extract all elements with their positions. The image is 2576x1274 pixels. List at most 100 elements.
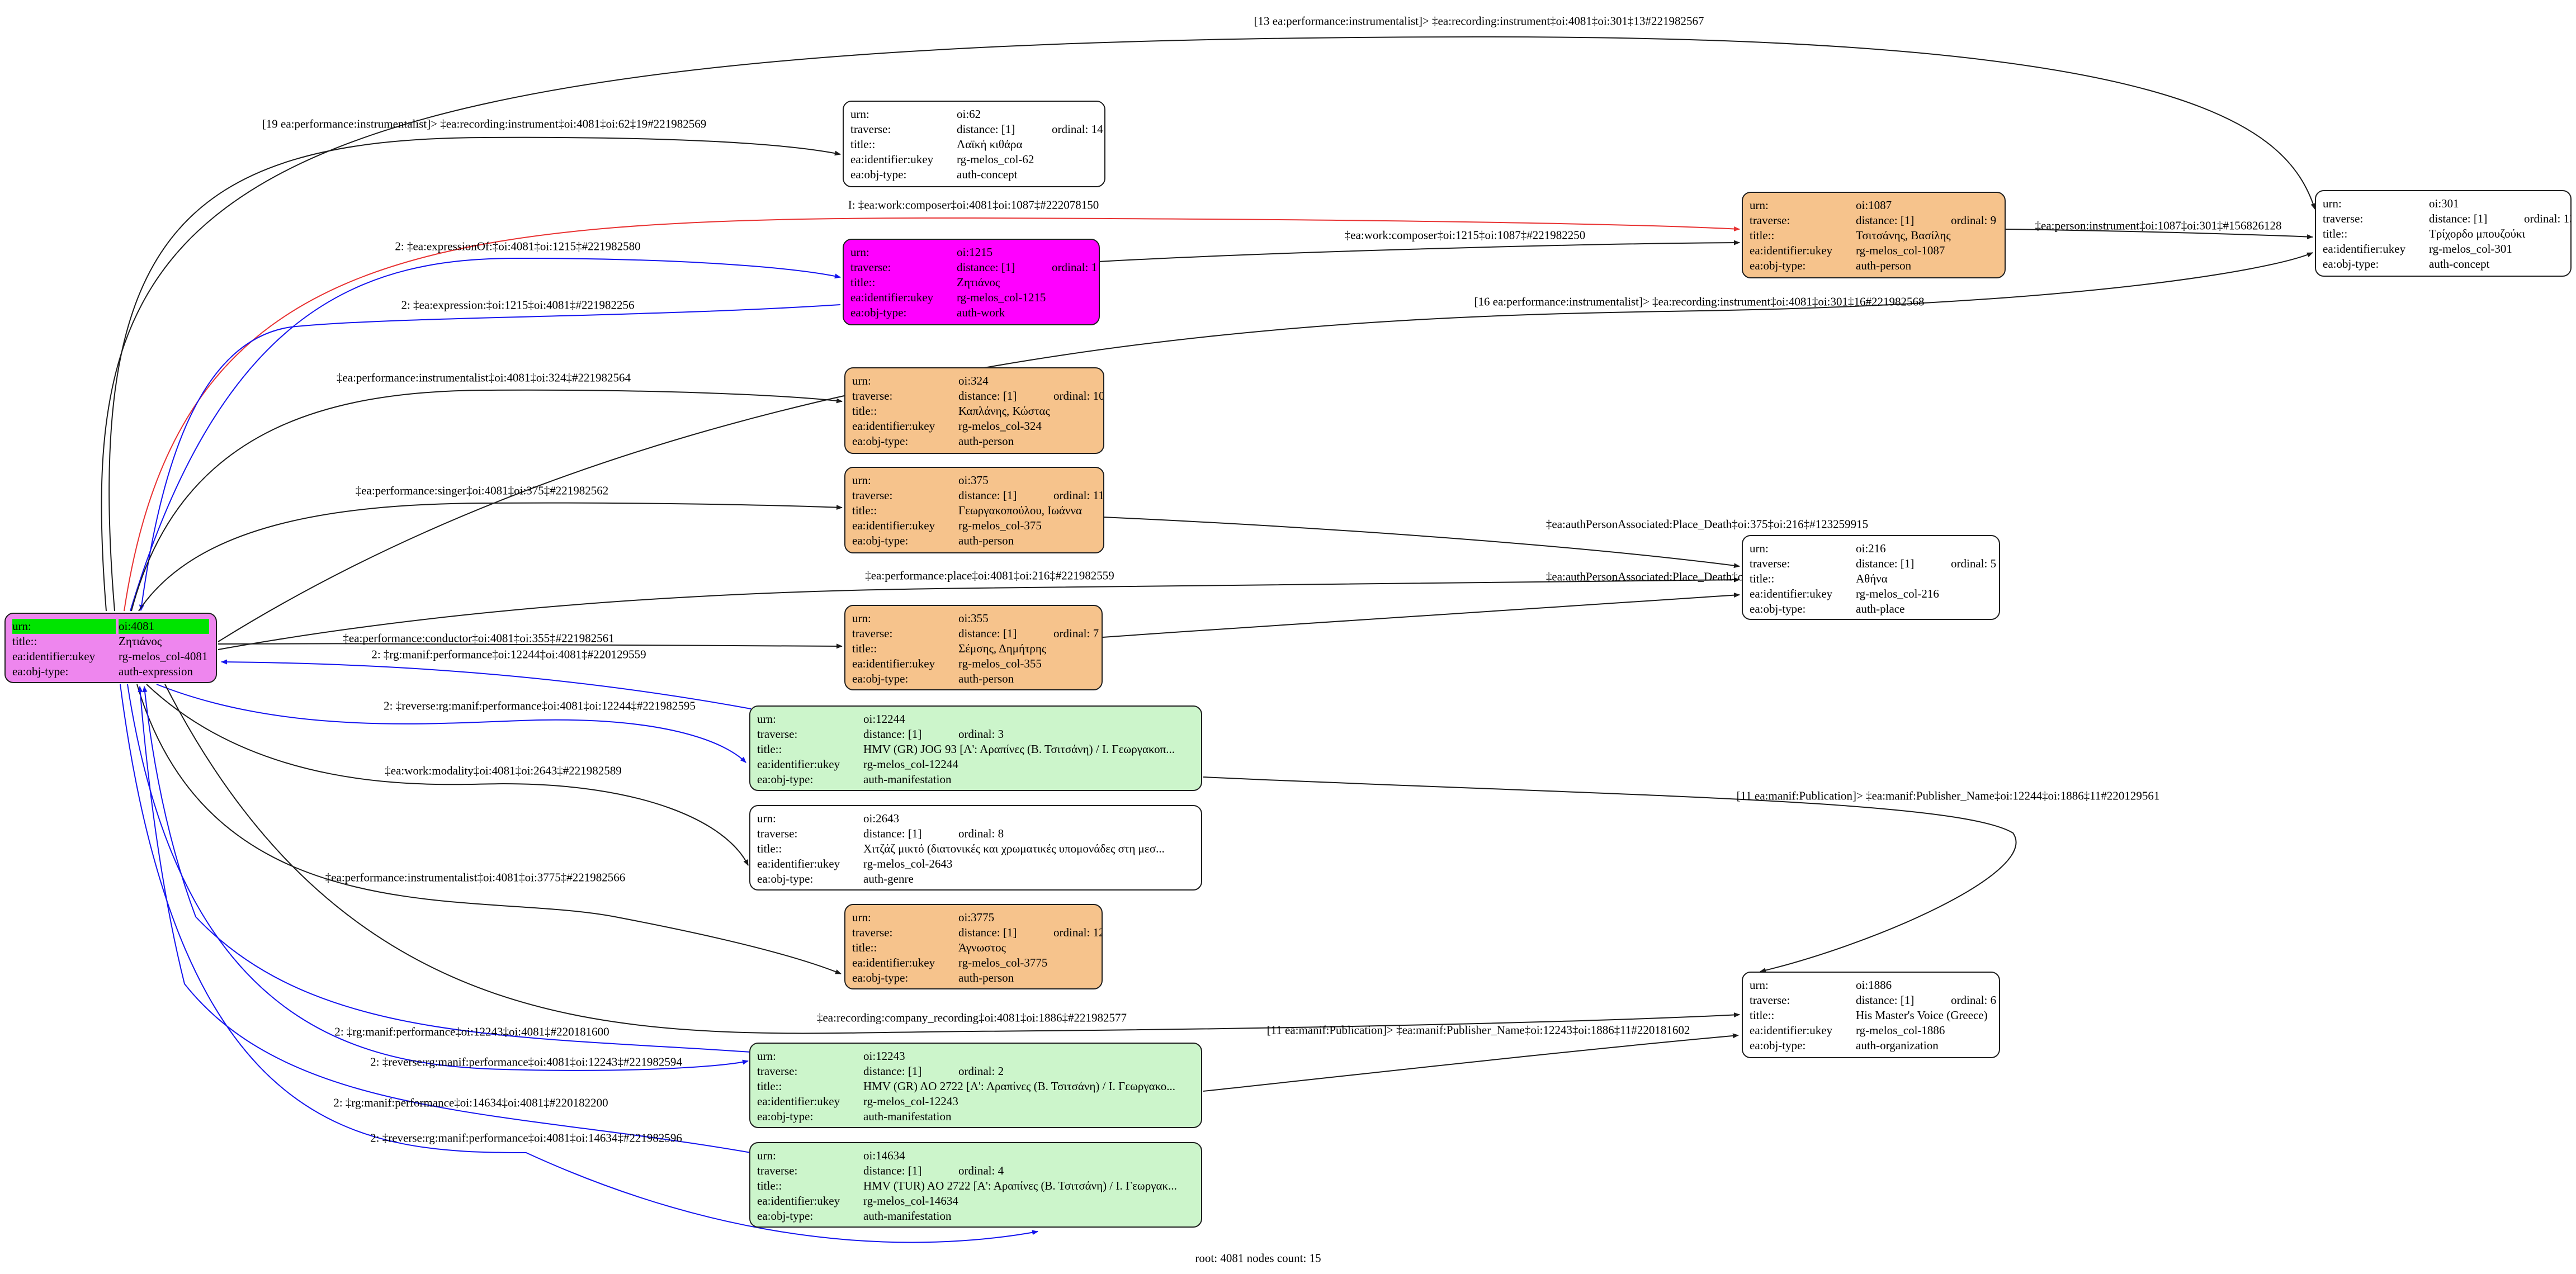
node-oi-375-distance: distance: [1] [958, 489, 1017, 502]
node-oi-12244-title-value: HMV (GR) JOG 93 [Α': Αραπίνες (Β. Τσιτσά… [863, 742, 1175, 756]
edge-perf-instrumentalist-4081-324 [131, 389, 843, 612]
node-oi-1886: urn: oi:1886 traverse: distance: [1] ordinal… [1742, 972, 2000, 1058]
edge-perf-place-4081-216 [218, 577, 1740, 650]
node-oi-12244-traverse: traverse: distance: [1] ordinal: 3 [757, 727, 1194, 742]
edge-person-instrument-1087-301 [2005, 229, 2313, 240]
node-oi-301-urn-key: urn: [2323, 197, 2342, 210]
node-oi-1215-title: title:: Ζητιάνος [850, 275, 1092, 290]
node-oi-4081-objtype-key: ea:obj-type: [12, 665, 69, 678]
node-oi-12244-objtype: ea:obj-type: auth-manifestation [757, 772, 1194, 787]
node-oi-1886-ukey: ea:identifier:ukey rg-melos_col-1886 [1750, 1023, 1992, 1038]
node-oi-2643-traverse-key: traverse: [757, 827, 798, 840]
node-oi-2643-urn: urn: oi:2643 [757, 811, 1194, 826]
node-oi-2643-traverse-value: distance: [1] ordinal: 8 [863, 826, 1194, 841]
node-oi-1886-title-key: title:: [1750, 1008, 1775, 1022]
node-oi-216-urn-value: oi:216 [1856, 542, 1886, 555]
node-oi-62-urn-value: oi:62 [957, 107, 981, 121]
node-oi-1215-ukey-key: ea:identifier:ukey [850, 291, 934, 304]
node-oi-1886-traverse-key: traverse: [1750, 993, 1790, 1007]
node-oi-3775-distance: distance: [1] [958, 926, 1017, 939]
node-oi-12244-distance: distance: [1] [863, 727, 922, 741]
node-oi-62-objtype-key: ea:obj-type: [850, 168, 907, 181]
node-oi-2643-title: title:: Χιτζάζ μικτό (διατονικές και χρωμ… [757, 841, 1194, 856]
node-oi-1886-ukey-value: rg-melos_col-1886 [1856, 1024, 1945, 1037]
node-oi-355-urn-key: urn: [852, 612, 871, 625]
node-oi-216-ukey-key: ea:identifier:ukey [1750, 587, 1833, 600]
node-oi-12244-traverse-value: distance: [1] ordinal: 3 [863, 727, 1194, 742]
node-oi-12244-ukey: ea:identifier:ukey rg-melos_col-12244 [757, 757, 1194, 772]
node-oi-375-title: title:: Γεωργακοπούλου, Ιωάννα [852, 503, 1096, 518]
node-oi-1087-ukey-key: ea:identifier:ukey [1750, 244, 1833, 257]
edge-label-instrumentalist-16-4081-301: [16 ea:performance:instrumentalist]> ‡ea… [1474, 295, 1925, 309]
node-oi-2643-ukey: ea:identifier:ukey rg-melos_col-2643 [757, 856, 1194, 872]
node-oi-3775-urn-key: urn: [852, 911, 871, 924]
node-oi-216-traverse-key: traverse: [1750, 557, 1790, 570]
node-oi-12243-ordinal: ordinal: 2 [958, 1064, 1004, 1078]
edge-label-work-composer-1215-1087: ‡ea:work:composer‡oi:1215‡oi:1087‡#22198… [1344, 228, 1586, 242]
edge-label-reverse-rg-manif-4081-12244: 2: ‡reverse:rg:manif:performance‡oi:4081… [384, 699, 696, 713]
node-oi-62-ukey: ea:identifier:ukey rg-melos_col-62 [850, 152, 1098, 167]
node-oi-3775-traverse-key: traverse: [852, 926, 893, 939]
edge-rg-manif-performance-12243-4081 [142, 686, 751, 1053]
node-oi-1215-objtype-key: ea:obj-type: [850, 306, 907, 319]
node-oi-3775-ordinal: ordinal: 12 [1053, 926, 1103, 939]
node-oi-1087-objtype: ea:obj-type: auth-person [1750, 258, 1998, 273]
node-oi-12244: urn: oi:12244 traverse: distance: [1] ordina… [749, 705, 1202, 791]
node-oi-62-objtype-value: auth-concept [957, 168, 1018, 181]
node-oi-1087-objtype-value: auth-person [1856, 259, 1912, 272]
edge-label-rg-manif-performance-12243-4081: 2: ‡rg:manif:performance‡oi:12243‡oi:408… [334, 1025, 609, 1039]
node-oi-14634-objtype-key: ea:obj-type: [757, 1209, 814, 1223]
node-oi-216-title: title:: Αθήνα [1750, 571, 1992, 586]
node-oi-375-objtype: ea:obj-type: auth-person [852, 533, 1096, 548]
node-oi-216-title-value: Αθήνα [1856, 572, 1888, 585]
node-oi-1215-title-value: Ζητιάνος [957, 276, 1000, 289]
node-oi-1087-ukey: ea:identifier:ukey rg-melos_col-1087 [1750, 243, 1998, 258]
node-oi-12243-ukey: ea:identifier:ukey rg-melos_col-12243 [757, 1094, 1194, 1109]
node-oi-3775-title-value: Άγνωστος [958, 941, 1006, 954]
node-oi-301-traverse-value: distance: [1] ordinal: 13 [2429, 211, 2570, 226]
node-oi-12244-objtype-value: auth-manifestation [863, 773, 952, 786]
node-oi-1886-urn-value: oi:1886 [1856, 978, 1892, 992]
node-oi-1215: urn: oi:1215 traverse: distance: [1] ordinal… [843, 239, 1100, 325]
edge-publisher-name-12244-1886 [1203, 776, 2017, 973]
node-oi-3775-title: title:: Άγνωστος [852, 940, 1095, 955]
node-oi-14634-urn-value: oi:14634 [863, 1149, 905, 1162]
node-oi-301-distance: distance: [1] [2429, 212, 2488, 225]
node-oi-216-objtype-key: ea:obj-type: [1750, 602, 1806, 615]
node-oi-324-title-value: Καπλάνης, Κώστας [958, 404, 1050, 418]
node-oi-62-traverse-key: traverse: [850, 122, 891, 136]
node-oi-1886-ordinal: ordinal: 6 [1951, 993, 1997, 1007]
node-oi-14634: urn: oi:14634 traverse: distance: [1] ordina… [749, 1142, 1202, 1228]
node-oi-355-objtype-value: auth-person [958, 672, 1014, 685]
node-oi-216-urn: urn: oi:216 [1750, 541, 1992, 556]
node-oi-1215-objtype: ea:obj-type: auth-work [850, 305, 1092, 320]
edge-label-perf-instrumentalist-4081-3775: ‡ea:performance:instrumentalist‡oi:4081‡… [325, 870, 626, 884]
node-oi-1087-title-value: Τσιτσάνης, Βασίλης [1856, 229, 1951, 242]
node-oi-324-title-key: title:: [852, 404, 877, 418]
node-oi-216-ukey: ea:identifier:ukey rg-melos_col-216 [1750, 586, 1992, 602]
node-oi-4081-ukey-key: ea:identifier:ukey [12, 650, 96, 663]
edge-label-person-instrument-1087-301: ‡ea:person:instrument‡oi:1087‡oi:301‡#15… [2035, 219, 2282, 233]
edge-label-perf-instrumentalist-4081-324: ‡ea:performance:instrumentalist‡oi:4081‡… [336, 371, 631, 385]
edge-label-expressionOf-4081-1215: 2: ‡ea:expressionOf:‡oi:4081‡oi:1215‡#22… [395, 239, 641, 253]
node-oi-12243-title-key: title:: [757, 1079, 782, 1093]
node-oi-301-title-value: Τρίχορδο μπουζούκι [2429, 227, 2526, 240]
node-oi-375-traverse-key: traverse: [852, 489, 893, 502]
node-oi-2643-ordinal: ordinal: 8 [958, 827, 1004, 840]
node-oi-355-urn-value: oi:355 [958, 612, 989, 625]
edge-reverse-rg-manif-4081-12243 [127, 684, 749, 1071]
edge-work-modality-4081-2643 [146, 684, 749, 866]
node-oi-14634-traverse-value: distance: [1] ordinal: 4 [863, 1163, 1194, 1178]
edge-instrumentalist-13-4081-301 [101, 36, 2316, 612]
node-oi-375-title-value: Γεωργακοπούλου, Ιωάννα [958, 504, 1083, 517]
edge-perf-instrumentalist-4081-3775 [136, 684, 842, 974]
node-oi-355-ukey: ea:identifier:ukey rg-melos_col-355 [852, 656, 1095, 671]
node-oi-324-traverse-value: distance: [1] ordinal: 10 [958, 389, 1103, 404]
node-oi-301-traverse: traverse: distance: [1] ordinal: 13 [2323, 211, 2570, 226]
node-oi-324-ukey-value: rg-melos_col-324 [958, 419, 1042, 433]
edge-label-rg-manif-performance-14634-4081: 2: ‡rg:manif:performance‡oi:14634‡oi:408… [333, 1096, 608, 1110]
node-oi-375-urn: urn: oi:375 [852, 473, 1096, 488]
node-oi-2643: urn: oi:2643 traverse: distance: [1] ordinal… [749, 805, 1202, 891]
node-oi-375-urn-value: oi:375 [958, 473, 989, 487]
